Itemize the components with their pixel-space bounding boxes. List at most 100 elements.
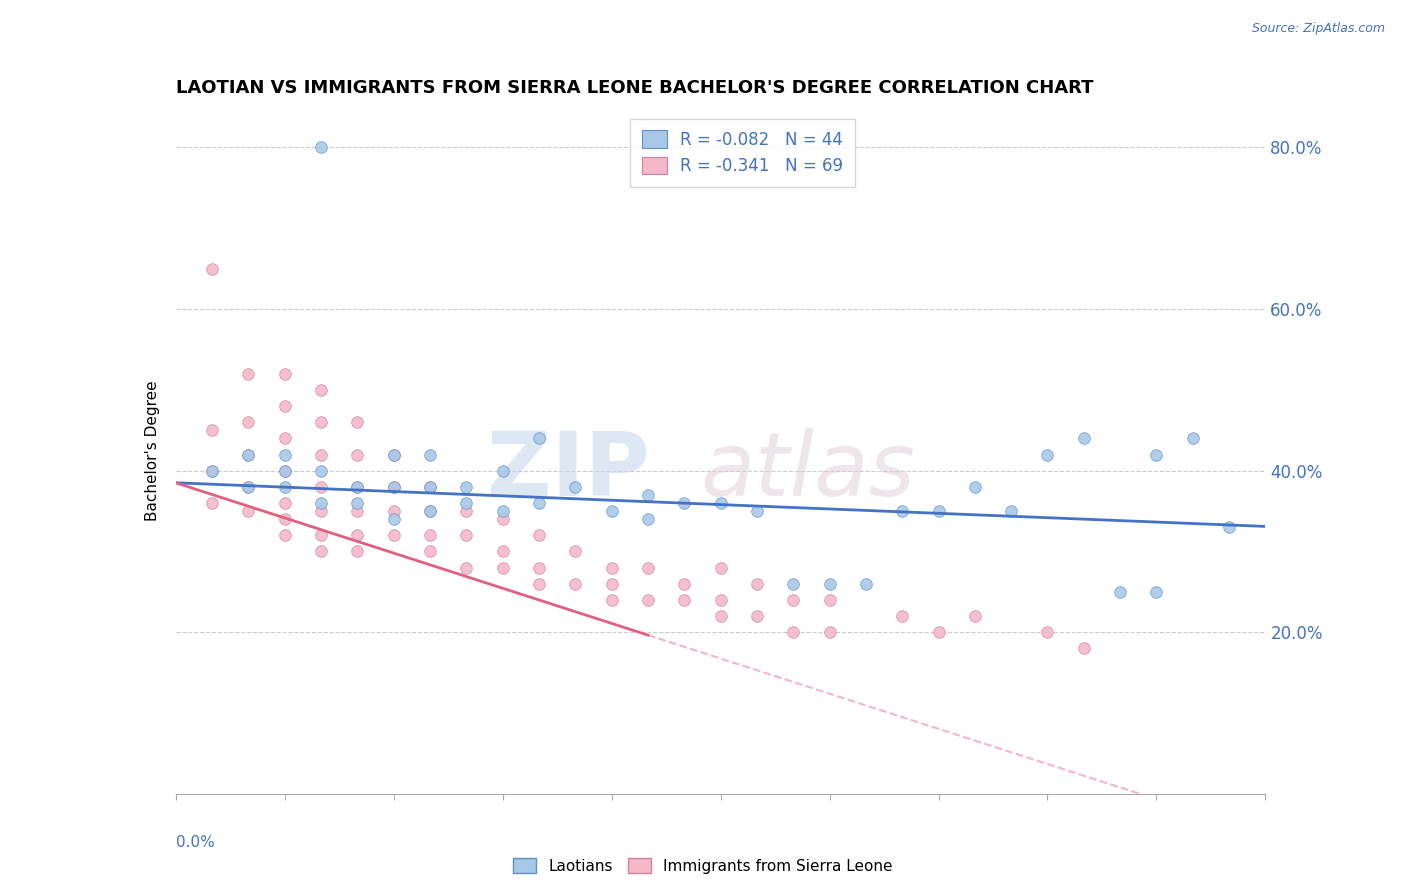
Text: atlas: atlas (700, 428, 915, 514)
Point (456, 528, 478, 542)
Point (492, 464, 515, 478)
Point (1036, 448, 1059, 462)
Text: 0.0%: 0.0% (176, 835, 215, 850)
Point (419, 480, 441, 494)
Legend: Laotians, Immigrants from Sierra Leone: Laotians, Immigrants from Sierra Leone (508, 852, 898, 880)
Point (419, 448, 441, 462)
Point (346, 496, 368, 510)
Point (600, 576, 623, 591)
Point (346, 448, 368, 462)
Point (274, 480, 297, 494)
Point (891, 504, 914, 518)
Point (492, 544, 515, 558)
Point (891, 609, 914, 624)
Point (201, 423, 224, 437)
Point (382, 480, 405, 494)
Point (419, 544, 441, 558)
Point (637, 512, 659, 526)
Point (382, 512, 405, 526)
Point (855, 576, 877, 591)
Point (928, 504, 950, 518)
Point (637, 593, 659, 607)
Point (600, 504, 623, 518)
Point (238, 480, 260, 494)
Point (963, 609, 986, 624)
Point (201, 464, 224, 478)
Point (309, 415, 332, 429)
Point (818, 625, 841, 640)
Text: LAOTIAN VS IMMIGRANTS FROM SIERRA LEONE BACHELOR'S DEGREE CORRELATION CHART: LAOTIAN VS IMMIGRANTS FROM SIERRA LEONE … (176, 79, 1094, 97)
Point (238, 367, 260, 381)
Point (274, 496, 297, 510)
Point (346, 528, 368, 542)
Point (309, 140, 332, 154)
Point (1073, 431, 1095, 445)
Point (309, 528, 332, 542)
Point (309, 480, 332, 494)
Point (238, 480, 260, 494)
Text: ZIP: ZIP (486, 427, 650, 515)
Point (1000, 504, 1022, 518)
Point (564, 480, 586, 494)
Y-axis label: Bachelor's Degree: Bachelor's Degree (145, 380, 160, 521)
Point (527, 528, 550, 542)
Point (1146, 585, 1168, 599)
Point (382, 504, 405, 518)
Point (309, 464, 332, 478)
Point (419, 504, 441, 518)
Point (710, 496, 733, 510)
Point (346, 480, 368, 494)
Point (782, 576, 804, 591)
Point (782, 593, 804, 607)
Point (710, 609, 733, 624)
Point (637, 488, 659, 502)
Point (456, 480, 478, 494)
Point (818, 576, 841, 591)
Point (564, 576, 586, 591)
Point (382, 528, 405, 542)
Point (492, 504, 515, 518)
Point (710, 560, 733, 574)
Point (673, 593, 696, 607)
Point (745, 576, 768, 591)
Point (456, 560, 478, 574)
Point (201, 261, 224, 276)
Point (782, 625, 804, 640)
Text: Source: ZipAtlas.com: Source: ZipAtlas.com (1251, 22, 1385, 36)
Point (382, 448, 405, 462)
Point (456, 504, 478, 518)
Point (346, 544, 368, 558)
Point (274, 431, 297, 445)
Point (1073, 641, 1095, 656)
Point (419, 528, 441, 542)
Point (309, 504, 332, 518)
Point (201, 496, 224, 510)
Point (346, 504, 368, 518)
Point (274, 512, 297, 526)
Point (492, 560, 515, 574)
Point (745, 609, 768, 624)
Point (201, 464, 224, 478)
Point (527, 560, 550, 574)
Point (673, 496, 696, 510)
Point (673, 576, 696, 591)
Point (1146, 448, 1168, 462)
Point (238, 448, 260, 462)
Point (238, 415, 260, 429)
Point (274, 399, 297, 413)
Point (274, 464, 297, 478)
Point (346, 480, 368, 494)
Point (1036, 625, 1059, 640)
Point (1181, 431, 1204, 445)
Point (637, 560, 659, 574)
Point (527, 496, 550, 510)
Point (274, 464, 297, 478)
Point (963, 480, 986, 494)
Point (1109, 585, 1132, 599)
Legend: R = -0.082   N = 44, R = -0.341   N = 69: R = -0.082 N = 44, R = -0.341 N = 69 (630, 119, 855, 186)
Point (346, 415, 368, 429)
Point (456, 496, 478, 510)
Point (274, 528, 297, 542)
Point (309, 383, 332, 397)
Point (928, 625, 950, 640)
